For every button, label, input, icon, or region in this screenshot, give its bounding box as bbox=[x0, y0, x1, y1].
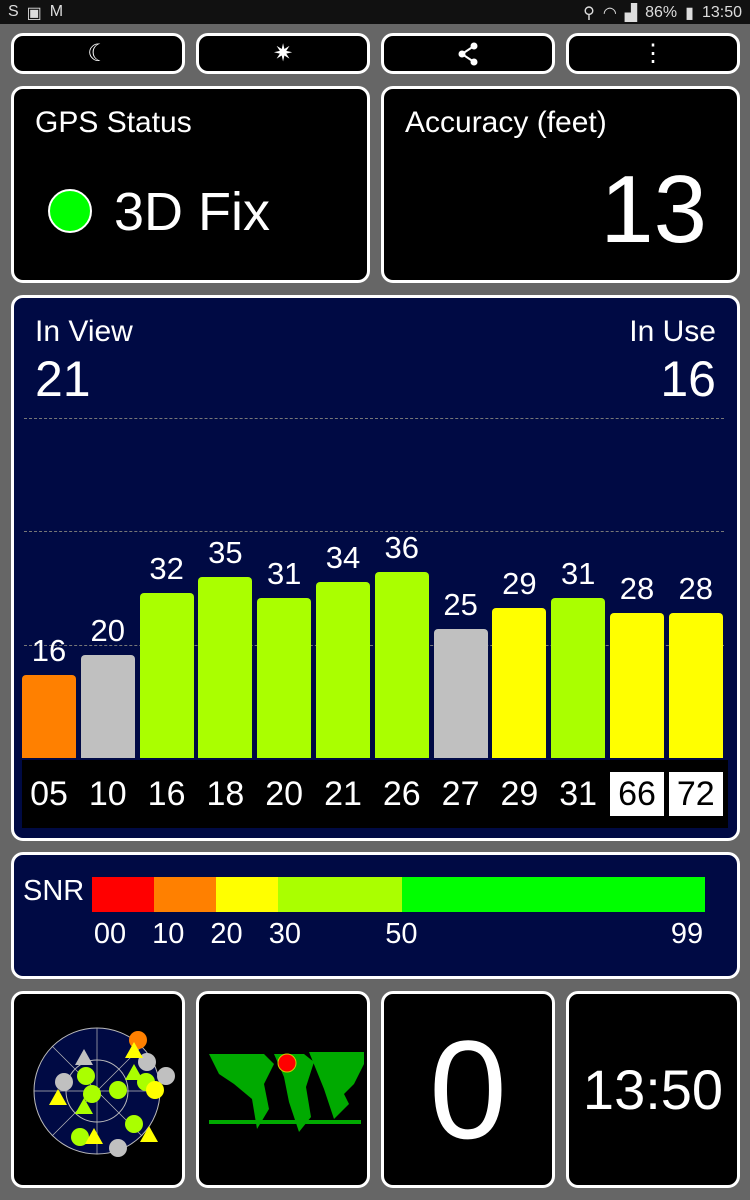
in-use-count: 16 bbox=[660, 351, 716, 407]
in-view-label: In View bbox=[35, 315, 133, 348]
bar-value-label: 34 bbox=[325, 540, 361, 576]
prn-label: 66 bbox=[610, 772, 664, 816]
accuracy-value: 13 bbox=[600, 156, 707, 263]
prn-label: 72 bbox=[668, 772, 723, 816]
bar-72 bbox=[668, 613, 723, 758]
clock-button[interactable]: 13:50 bbox=[566, 991, 740, 1188]
bar-value-label: 16 bbox=[31, 633, 67, 669]
night-mode-button[interactable]: ☾ bbox=[11, 33, 185, 74]
prn-label: 10 bbox=[88, 775, 127, 813]
bar-value-label: 20 bbox=[90, 612, 126, 648]
accuracy-panel: Accuracy (feet) 13 bbox=[381, 86, 740, 283]
bar-27 bbox=[433, 628, 488, 758]
counter-button[interactable]: 0 bbox=[381, 991, 555, 1188]
prn-label: 27 bbox=[441, 775, 480, 813]
accuracy-title: Accuracy (feet) bbox=[405, 106, 607, 139]
fix-status: 3D Fix bbox=[114, 182, 271, 242]
counter-value: 0 bbox=[429, 1010, 507, 1168]
wifi-icon: ◠ bbox=[602, 5, 617, 22]
bar-05 bbox=[22, 675, 76, 758]
bar-31 bbox=[551, 597, 606, 758]
gmail-icon: M bbox=[49, 3, 64, 20]
bar-value-label: 31 bbox=[266, 555, 302, 591]
snr-tick-label: 20 bbox=[210, 918, 243, 950]
fix-indicator-icon bbox=[48, 189, 92, 233]
prn-label: 05 bbox=[30, 775, 68, 813]
bar-21 bbox=[316, 582, 370, 758]
moon-icon: ☾ bbox=[87, 40, 109, 67]
snr-tick-label: 00 bbox=[93, 918, 127, 950]
snr-tick-label: 10 bbox=[152, 918, 185, 950]
more-vert-icon: ⋮ bbox=[641, 40, 665, 67]
bar-value-label: 35 bbox=[208, 535, 243, 571]
more-options-button[interactable]: ⋮ bbox=[566, 33, 740, 74]
bar-29 bbox=[492, 608, 547, 758]
gps-status-panel: GPS Status 3D Fix bbox=[11, 86, 370, 283]
share-icon bbox=[458, 42, 478, 65]
prn-label: 20 bbox=[265, 775, 304, 813]
compass-button[interactable]: ✷ bbox=[196, 33, 370, 74]
bar-value-label: 28 bbox=[678, 571, 714, 607]
in-view-count: 21 bbox=[35, 351, 91, 407]
sky-plot-button[interactable] bbox=[11, 991, 185, 1188]
bar-18 bbox=[198, 577, 253, 758]
share-button[interactable] bbox=[381, 33, 555, 74]
gridline bbox=[24, 645, 724, 646]
bar-value-label: 36 bbox=[384, 529, 420, 565]
snr-segment bbox=[153, 877, 216, 912]
gridline bbox=[24, 531, 724, 532]
bar-66 bbox=[610, 613, 664, 758]
bar-20 bbox=[257, 597, 312, 758]
bar-16 bbox=[139, 592, 194, 758]
snr-segment bbox=[92, 877, 154, 912]
current-location-marker bbox=[277, 1053, 297, 1073]
compass-star-icon: ✷ bbox=[272, 40, 294, 67]
battery-icon: ▮ bbox=[685, 5, 694, 22]
prn-label: 31 bbox=[559, 775, 598, 813]
world-map-button[interactable] bbox=[196, 991, 370, 1188]
bar-value-label: 29 bbox=[502, 566, 537, 602]
snr-segment bbox=[277, 877, 402, 912]
status-bar: S ▣ M ⚲ ◠ ▟ 86% ▮ 13:50 bbox=[0, 0, 750, 24]
gps-status-title: GPS Status bbox=[35, 106, 192, 139]
prn-label: 26 bbox=[382, 775, 421, 813]
snr-label: SNR bbox=[23, 875, 85, 907]
snr-legend-panel: SNR bbox=[11, 852, 740, 979]
snr-tick-label: 30 bbox=[268, 918, 301, 950]
in-use-label: In Use bbox=[629, 315, 716, 348]
gridline bbox=[24, 418, 724, 419]
clock-value: 13:50 bbox=[582, 1058, 724, 1121]
prn-label: 18 bbox=[206, 775, 245, 813]
bar-10 bbox=[80, 654, 135, 758]
image-icon: ▣ bbox=[26, 5, 42, 22]
battery-percent: 86% bbox=[645, 4, 678, 21]
sky-plot bbox=[33, 1027, 175, 1157]
bar-value-label: 28 bbox=[619, 571, 655, 607]
s-icon: S bbox=[8, 3, 19, 20]
bar-value-label: 32 bbox=[149, 550, 184, 586]
snr-segment bbox=[401, 877, 705, 912]
snr-tick-label: 50 bbox=[385, 918, 418, 950]
signal-icon: ▟ bbox=[624, 5, 638, 22]
world-map bbox=[209, 1052, 364, 1132]
bar-value-label: 25 bbox=[443, 586, 478, 622]
clock: 13:50 bbox=[701, 4, 742, 21]
bar-26 bbox=[374, 571, 429, 758]
bar-value-label: 31 bbox=[560, 555, 596, 591]
prn-label: 16 bbox=[147, 775, 186, 813]
prn-label: 21 bbox=[324, 775, 362, 813]
prn-label: 29 bbox=[500, 775, 539, 813]
location-icon: ⚲ bbox=[583, 5, 595, 22]
snr-segment bbox=[215, 877, 278, 912]
snr-tick-label: 99 bbox=[670, 918, 704, 950]
